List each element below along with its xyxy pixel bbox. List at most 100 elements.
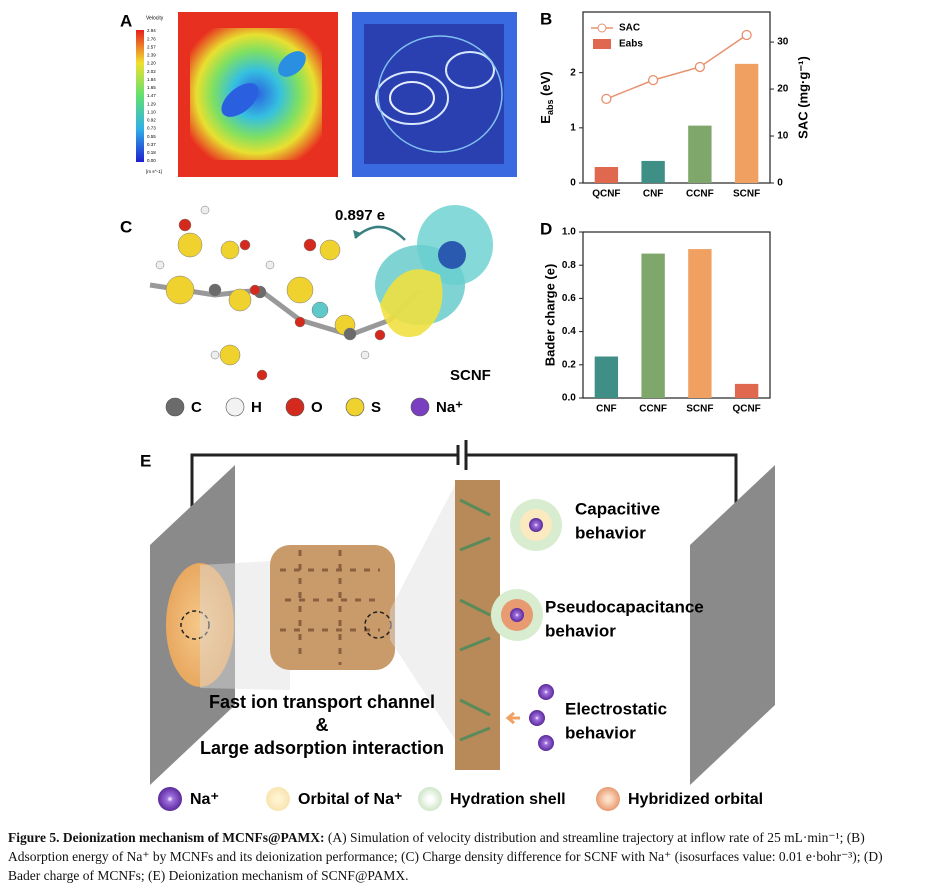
- channel-label: Fast ion transport channel: [209, 692, 435, 712]
- caption-bold: Figure 5. Deionization mechanism of MCNF…: [8, 830, 325, 845]
- behavior-label: behavior: [565, 723, 636, 742]
- tick-label: 0.0: [562, 393, 576, 404]
- y-axis-label-main: E: [538, 115, 553, 124]
- molecule: [149, 205, 493, 381]
- bar: [688, 249, 712, 398]
- tick-label: 0.4: [562, 326, 576, 337]
- colorbar-tick: 1.65: [147, 85, 156, 90]
- tick-label: 0: [777, 178, 783, 189]
- atom-legend-label: C: [191, 399, 202, 416]
- atom: [265, 260, 275, 270]
- atom: [155, 260, 165, 270]
- legend-label: SAC: [619, 23, 640, 34]
- streamline-map: [352, 12, 517, 177]
- colorbar-tick: 2.02: [147, 69, 156, 74]
- y-axis-label: Eabs (eV): [538, 71, 555, 123]
- colorbar-tick: 0.73: [147, 126, 156, 131]
- caption-text: (A) Simulation of velocity distribution …: [8, 830, 883, 883]
- tick-label: 0.8: [562, 260, 576, 271]
- molecule-label: SCNF: [450, 367, 491, 384]
- atom-legend-label: O: [311, 399, 323, 416]
- panel-label: B: [540, 9, 552, 28]
- line-point: [601, 93, 612, 105]
- atom: [286, 276, 314, 304]
- bar: [734, 63, 759, 184]
- x-tick-label: CNF: [596, 404, 617, 415]
- x-tick-label: CCNF: [686, 189, 714, 200]
- panel-label: C: [120, 217, 132, 236]
- bar: [734, 383, 759, 398]
- atom: [360, 350, 370, 360]
- colorbar-tick: 2.76: [147, 36, 156, 41]
- colorbar-tick: 1.84: [147, 77, 156, 82]
- atom-legend-label: Na⁺: [436, 399, 463, 416]
- caption: Figure 5. Deionization mechanism of MCNF…: [8, 828, 918, 885]
- atom: [219, 344, 241, 366]
- atom-legend: [345, 397, 365, 417]
- y-axis-label-unit: (eV): [538, 71, 553, 99]
- x-tick-label: SCNF: [686, 404, 713, 415]
- bar: [594, 167, 619, 183]
- legend-label: Hybridized orbital: [628, 791, 763, 808]
- atom: [165, 275, 195, 305]
- atom: [374, 329, 386, 341]
- panel-label: A: [120, 11, 132, 30]
- x-tick-label: QCNF: [592, 189, 620, 200]
- plot-frame: [582, 231, 771, 399]
- atom: [178, 218, 192, 232]
- colorbar-tick: 0.55: [147, 134, 156, 139]
- colorbar-unit: [m s^-1]: [146, 169, 162, 174]
- velocity-map: [178, 12, 338, 177]
- atom-legend: [165, 397, 185, 417]
- legend-label: Orbital of Na⁺: [298, 791, 402, 808]
- colorbar-tick: 1.29: [147, 101, 156, 106]
- atom: [177, 232, 203, 258]
- tick-label: 2: [570, 67, 576, 78]
- y2-axis-label: SAC (mg·g⁻¹): [795, 56, 810, 139]
- tick-label: 1.0: [562, 227, 576, 238]
- line-point: [647, 74, 659, 86]
- tick-label: 30: [777, 37, 789, 48]
- legend-label: Eabs: [619, 39, 643, 50]
- colorbar-tick: 1.47: [147, 93, 156, 98]
- legend-swatch: [158, 787, 182, 811]
- panel-label: E: [140, 451, 151, 470]
- bar: [641, 253, 665, 398]
- bar: [688, 125, 712, 183]
- atom-legend: [225, 397, 245, 417]
- y-axis-label-sub: abs: [545, 99, 555, 115]
- atom: [249, 284, 261, 296]
- charge-label: 0.897 e: [335, 207, 385, 224]
- legend-swatch: [597, 23, 607, 33]
- colorbar-tick: 2.57: [147, 44, 156, 49]
- atom: [343, 327, 357, 341]
- tick-label: 10: [777, 131, 789, 142]
- behavior-label: Pseudocapacitance: [545, 597, 704, 616]
- tick-label: 0.6: [562, 293, 576, 304]
- atom: [319, 239, 341, 261]
- legend-swatch: [266, 787, 290, 811]
- plot-frame: [582, 11, 771, 184]
- tick-label: 1: [570, 122, 576, 133]
- atom-legend-label: H: [251, 399, 262, 416]
- line-point: [741, 29, 752, 41]
- behavior-label: behavior: [575, 523, 646, 542]
- legend-swatch: [418, 787, 442, 811]
- legend-swatch: [596, 787, 620, 811]
- atom: [220, 240, 240, 260]
- behavior-label: Capacitive: [575, 499, 660, 518]
- atom: [228, 288, 252, 312]
- x-tick-label: CCNF: [639, 404, 667, 415]
- bar: [641, 160, 665, 183]
- atom: [239, 239, 251, 251]
- colorbar-tick: 2.94: [147, 28, 156, 33]
- line-point: [694, 61, 706, 73]
- device: [150, 440, 775, 785]
- legend-label: Na⁺: [190, 791, 219, 808]
- tick-label: 0.2: [562, 359, 576, 370]
- colorbar-tick: 0.37: [147, 142, 156, 147]
- x-tick-label: QCNF: [732, 404, 760, 415]
- legend-swatch: [593, 39, 611, 49]
- atom-legend-label: S: [371, 399, 381, 416]
